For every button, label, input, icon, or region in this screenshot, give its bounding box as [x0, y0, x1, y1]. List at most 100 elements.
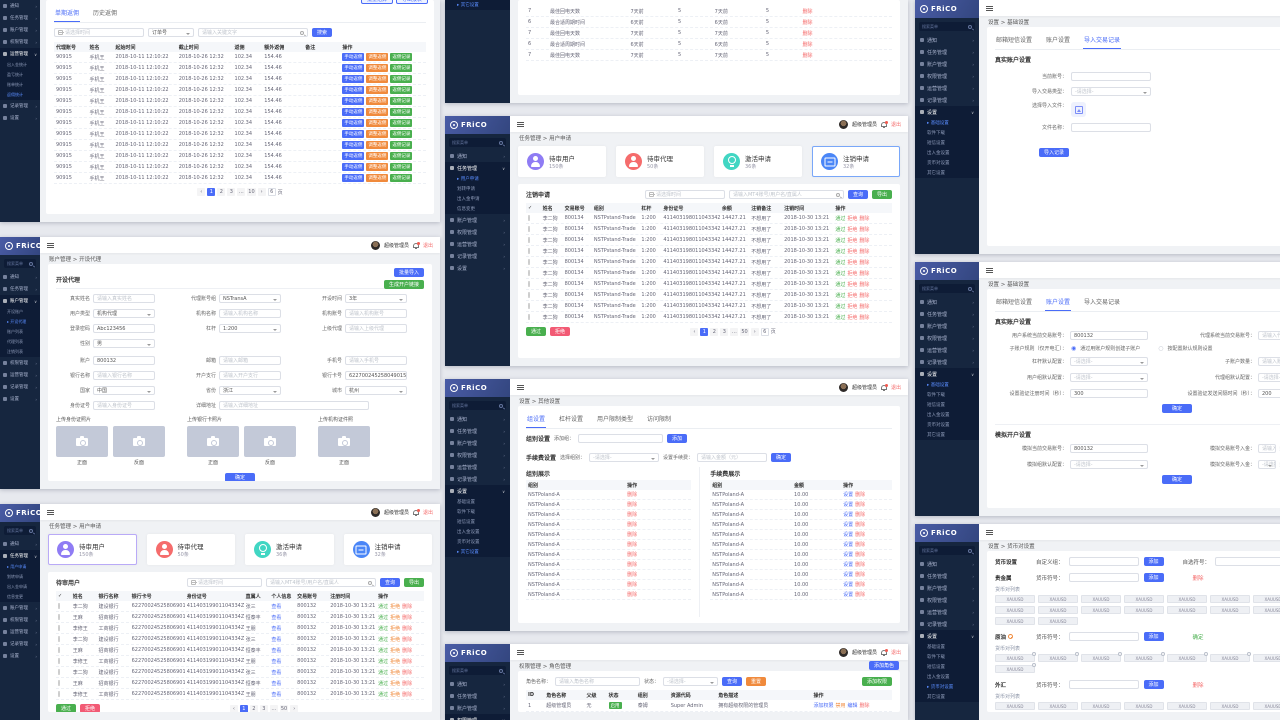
- currency-chip[interactable]: XAUUSD: [1124, 595, 1164, 603]
- reject-link[interactable]: 拒绝: [390, 647, 401, 654]
- approve-link[interactable]: 通过: [378, 691, 389, 698]
- menu-search-input[interactable]: 搜索菜单: [449, 138, 506, 147]
- currency-chip[interactable]: XAUUSD: [1124, 702, 1164, 710]
- approve-link[interactable]: 通过: [835, 259, 846, 266]
- disable-link[interactable]: 禁用: [835, 703, 846, 709]
- delete-link[interactable]: 删除: [855, 512, 866, 518]
- page-button[interactable]: 50: [279, 704, 289, 712]
- row-checkbox[interactable]: [58, 636, 60, 642]
- sidebar-item[interactable]: 任务管理 ›: [445, 690, 510, 702]
- row-checkbox[interactable]: [528, 314, 530, 320]
- manual-rebate-button[interactable]: 手动返佣: [342, 75, 365, 83]
- logout-link[interactable]: 退出: [422, 509, 433, 516]
- view-link[interactable]: 查看: [271, 669, 282, 676]
- submit-button[interactable]: 确定: [224, 473, 255, 481]
- export-button[interactable]: 导出: [403, 578, 424, 587]
- row-checkbox[interactable]: [58, 647, 60, 653]
- manual-rebate-button[interactable]: 手动返佣: [342, 108, 365, 116]
- view-link[interactable]: 查看: [271, 658, 282, 665]
- sidebar-item[interactable]: 货币对设置: [915, 420, 979, 430]
- sidebar-item[interactable]: 其它设置: [915, 430, 979, 440]
- form-input[interactable]: 请输入金额: [1258, 444, 1277, 453]
- import-records-button[interactable]: 导入记录: [1039, 148, 1070, 157]
- view-link[interactable]: 查看: [271, 680, 282, 687]
- form-input[interactable]: 1:200: [219, 324, 281, 333]
- bell-icon[interactable]: [412, 508, 420, 516]
- form-input[interactable]: 请输入银行名称: [93, 371, 155, 380]
- sidebar-item[interactable]: 设置 ›: [0, 650, 40, 662]
- manual-rebate-button[interactable]: 手动返佣: [342, 141, 365, 149]
- currency-chip[interactable]: XAUUSD: [1253, 595, 1280, 603]
- form-input[interactable]: 6227002452580490158: [345, 371, 407, 380]
- approve-link[interactable]: 通过: [378, 669, 389, 676]
- upload-box[interactable]: 反面: [244, 426, 296, 466]
- currency-chip[interactable]: XAUUSD: [1210, 652, 1251, 662]
- adjust-rebate-button[interactable]: 调整返佣: [366, 53, 389, 61]
- form-input[interactable]: -请选择-: [1070, 357, 1148, 366]
- add-button[interactable]: 添加: [1143, 680, 1164, 689]
- reject-link[interactable]: 拒绝: [847, 270, 858, 277]
- currency-chip[interactable]: XAUUSD: [995, 652, 1036, 662]
- currency-chip[interactable]: XAUUSD: [995, 606, 1035, 614]
- custom-symbol-input[interactable]: [1215, 557, 1280, 566]
- currency-chip[interactable]: XAUUSD: [995, 663, 1036, 673]
- adjust-rebate-button[interactable]: 调整返佣: [366, 75, 389, 83]
- manual-rebate-button[interactable]: 手动返佣: [342, 53, 365, 61]
- currency-chip[interactable]: XAUUSD: [1167, 595, 1207, 603]
- sidebar-item[interactable]: 通知 ›: [915, 558, 979, 570]
- logout-link[interactable]: 退出: [890, 649, 901, 656]
- tab[interactable]: 用户限制类型: [597, 416, 634, 423]
- date-range-input[interactable]: 请选择时间: [54, 28, 144, 37]
- delete-link[interactable]: 删除: [859, 259, 870, 266]
- sidebar-item[interactable]: 出入金申请: [445, 194, 510, 204]
- current-account-input[interactable]: [1071, 72, 1151, 81]
- reject-link[interactable]: 拒绝: [847, 248, 858, 255]
- delete-link[interactable]: 删除: [855, 542, 866, 548]
- hamburger-icon[interactable]: [517, 651, 524, 653]
- sidebar-item[interactable]: 权限管理 ›: [0, 614, 40, 626]
- menu-search-input[interactable]: 搜索菜单: [919, 284, 975, 293]
- sidebar-item[interactable]: 运营管理 ›: [915, 606, 979, 618]
- sidebar-item[interactable]: 出入金申请: [0, 582, 40, 592]
- reset-button[interactable]: 重置: [746, 677, 767, 686]
- sidebar-item[interactable]: ▸ 其它设置: [445, 547, 510, 557]
- form-input[interactable]: 300: [1070, 389, 1148, 398]
- delete-link[interactable]: 删除: [627, 492, 638, 498]
- tab[interactable]: 邮箱短信设置: [996, 299, 1033, 306]
- rebate-record-button[interactable]: 返佣记录: [390, 64, 413, 72]
- view-link[interactable]: 查看: [271, 636, 282, 643]
- approve-link[interactable]: 通过: [835, 281, 846, 288]
- row-checkbox[interactable]: [58, 614, 60, 620]
- adjust-rebate-button[interactable]: 调整返佣: [366, 152, 389, 160]
- row-checkbox[interactable]: [528, 281, 530, 287]
- delete-link[interactable]: 删除: [627, 562, 638, 568]
- upload-box[interactable]: 正面: [318, 426, 370, 466]
- import-type-select[interactable]: -请选择-: [1071, 87, 1151, 96]
- stat-card[interactable]: 注销申请 32条: [812, 146, 900, 177]
- view-link[interactable]: 查看: [271, 647, 282, 654]
- sidebar-item[interactable]: 设置 ∨: [445, 485, 510, 497]
- sidebar-item[interactable]: 记录管理 ›: [915, 618, 979, 630]
- adjust-rebate-button[interactable]: 调整返佣: [366, 86, 389, 94]
- sidebar-item[interactable]: 记录管理 ›: [445, 473, 510, 485]
- form-input[interactable]: 请输入详细地址: [219, 401, 369, 410]
- bell-icon[interactable]: [880, 648, 888, 656]
- sidebar-item[interactable]: 权限管理 ›: [915, 332, 979, 344]
- reject-link[interactable]: 拒绝: [847, 281, 858, 288]
- reject-link[interactable]: 拒绝: [390, 680, 401, 687]
- form-input[interactable]: 请输入代理系统当前交易账号: [1258, 331, 1280, 340]
- delete-link[interactable]: 删除: [627, 502, 638, 508]
- delete-link[interactable]: 删除: [855, 592, 866, 598]
- currency-chip[interactable]: XAUUSD: [1253, 702, 1280, 710]
- symbol-input[interactable]: [1068, 632, 1139, 641]
- sidebar-item[interactable]: 通知 ›: [445, 150, 510, 162]
- delete-link[interactable]: 删除: [402, 614, 413, 621]
- sidebar-item[interactable]: 任务管理 ›: [0, 12, 40, 24]
- sidebar-item[interactable]: 任务管理 ∨: [0, 550, 40, 562]
- row-checkbox[interactable]: [58, 691, 60, 697]
- bulk-approve-button[interactable]: 通过: [56, 704, 77, 712]
- form-input[interactable]: 800132: [1070, 331, 1148, 340]
- form-input[interactable]: 请输入开户支行: [219, 371, 281, 380]
- currency-chip[interactable]: XAUUSD: [1081, 702, 1121, 710]
- form-input[interactable]: -请选择-: [1258, 373, 1280, 382]
